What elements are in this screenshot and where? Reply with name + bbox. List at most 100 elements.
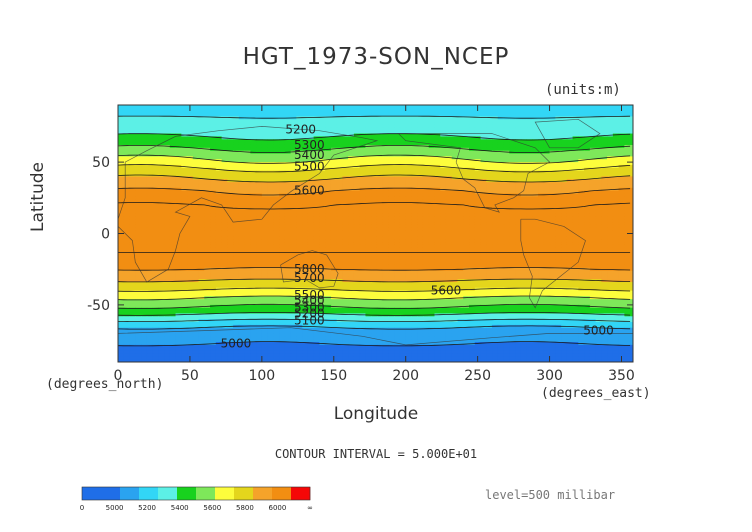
heatmap-cell [405, 142, 412, 146]
heatmap-cell [422, 130, 430, 135]
heatmap-cell [169, 159, 177, 163]
heatmap-cell [486, 105, 493, 109]
heatmap-cell [267, 142, 274, 146]
heatmap-cell [497, 247, 505, 252]
heatmap-cell [434, 176, 441, 180]
heatmap-cell [543, 133, 551, 137]
heatmap-cell [388, 176, 395, 180]
heatmap-cell [279, 139, 286, 143]
heatmap-cell [187, 156, 194, 160]
heatmap-cell [445, 127, 453, 132]
heatmap-cell [141, 116, 148, 120]
heatmap-cell [457, 110, 464, 115]
heatmap-cell [273, 227, 280, 232]
heatmap-cell [618, 130, 625, 135]
heatmap-cell [520, 159, 528, 163]
heatmap-cell [532, 162, 539, 166]
heatmap-cell [198, 193, 205, 197]
heatmap-cell [584, 239, 591, 243]
heatmap-cell [595, 182, 602, 186]
heatmap-cell [589, 162, 597, 166]
heatmap-cell [607, 204, 614, 209]
heatmap-cell [371, 147, 378, 152]
heatmap-cell [503, 199, 510, 203]
heatmap-cell [238, 184, 246, 189]
heatmap-cell [348, 196, 355, 200]
heatmap-cell [261, 253, 269, 257]
heatmap-cell [538, 256, 545, 260]
heatmap-cell [256, 187, 263, 192]
heatmap-cell [561, 150, 568, 155]
heatmap-cell [388, 210, 395, 215]
heatmap-cell [543, 213, 551, 217]
heatmap-cell [210, 153, 217, 157]
heatmap-cell [526, 130, 533, 135]
heatmap-cell [411, 199, 418, 203]
heatmap-cell [244, 193, 251, 197]
heatmap-cell [256, 119, 263, 123]
heatmap-cell [181, 244, 188, 249]
heatmap-cell [135, 242, 142, 246]
heatmap-cell [342, 196, 349, 200]
heatmap-cell [256, 107, 263, 112]
heatmap-cell [319, 199, 326, 203]
y-unit-label: (degrees_north) [46, 377, 164, 392]
heatmap-cell [469, 187, 476, 192]
heatmap-cell [486, 133, 493, 137]
heatmap-cell [290, 262, 297, 266]
heatmap-cell [221, 216, 228, 220]
heatmap-cell [192, 236, 200, 240]
heatmap-cell [422, 116, 430, 120]
heatmap-cell [348, 156, 355, 160]
heatmap-cell [630, 190, 634, 195]
heatmap-cell [469, 253, 476, 257]
heatmap-cell [428, 259, 435, 263]
heatmap-cell [520, 127, 528, 132]
heatmap-cell [244, 122, 251, 126]
heatmap-cell [221, 130, 228, 135]
heatmap-cell [204, 233, 211, 237]
heatmap-cell [192, 259, 200, 263]
heatmap-cell [365, 153, 372, 157]
heatmap-cell [273, 239, 280, 243]
heatmap-cell [267, 207, 274, 212]
heatmap-cell [158, 105, 165, 109]
heatmap-cell [210, 193, 217, 197]
heatmap-cell [612, 182, 620, 186]
heatmap-cell [503, 173, 510, 177]
heatmap-cell [451, 107, 458, 112]
heatmap-cell [221, 116, 228, 120]
heatmap-cell [129, 190, 136, 195]
heatmap-cell [589, 107, 597, 112]
heatmap-cell [440, 244, 447, 249]
heatmap-cell [273, 204, 280, 209]
heatmap-cell [486, 176, 493, 180]
heatmap-cell [612, 244, 620, 249]
heatmap-cell [342, 184, 349, 189]
heatmap-cell [256, 147, 263, 152]
heatmap-cell [146, 170, 154, 175]
heatmap-cell [169, 187, 177, 192]
heatmap-cell [181, 247, 188, 252]
heatmap-cell [123, 142, 130, 146]
heatmap-cell [302, 182, 309, 186]
heatmap-cell [572, 253, 579, 257]
heatmap-cell [325, 162, 332, 166]
heatmap-cell [187, 110, 194, 115]
heatmap-cell [233, 133, 240, 137]
heatmap-cell [503, 219, 510, 223]
heatmap-cell [210, 239, 217, 243]
heatmap-cell [348, 256, 355, 260]
heatmap-cell [486, 110, 493, 115]
heatmap-cell [630, 156, 634, 160]
heatmap-cell [584, 153, 591, 157]
heatmap-cell [353, 213, 361, 217]
heatmap-cell [515, 107, 522, 112]
heatmap-cell [601, 164, 608, 169]
heatmap-cell [227, 139, 234, 143]
heatmap-cell [261, 204, 269, 209]
heatmap-cell [238, 196, 246, 200]
heatmap-cell [371, 184, 378, 189]
heatmap-cell [169, 105, 177, 109]
heatmap-cell [549, 164, 556, 169]
